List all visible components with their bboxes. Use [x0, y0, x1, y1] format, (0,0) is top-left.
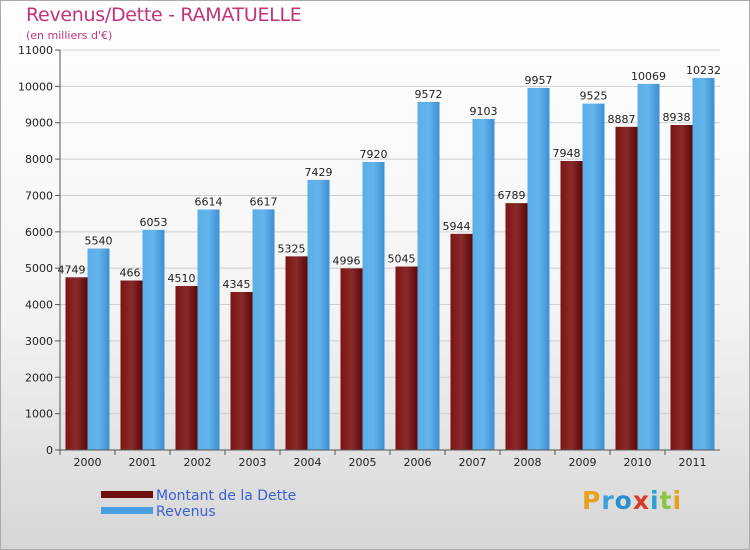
bar-debt	[395, 266, 418, 450]
bar-revenue	[417, 101, 440, 450]
y-tick-label: 1000	[25, 408, 53, 421]
y-tick-label: 9000	[25, 117, 53, 130]
bar-revenue	[87, 248, 110, 450]
data-label-revenue: 9957	[525, 74, 553, 87]
y-tick-label: 8000	[25, 153, 53, 166]
x-tick-label: 2009	[569, 456, 597, 469]
data-label-revenue: 9103	[470, 105, 498, 118]
bar-revenue	[307, 179, 330, 450]
bar-revenue	[252, 209, 275, 450]
data-label-revenue: 7429	[305, 166, 333, 179]
legend-swatch-debt	[101, 491, 153, 498]
data-label-debt: 7948	[553, 147, 581, 160]
bar-revenue	[362, 162, 385, 450]
data-label-debt: 6789	[498, 189, 526, 202]
bar-revenue	[692, 77, 715, 450]
data-label-revenue: 9572	[415, 88, 443, 101]
x-tick-label: 2002	[184, 456, 212, 469]
data-label-debt: 8938	[663, 111, 691, 124]
y-tick-label: 7000	[25, 189, 53, 202]
y-tick-label: 2000	[25, 371, 53, 384]
bar-debt	[175, 286, 198, 450]
data-label-revenue: 6053	[140, 216, 168, 229]
data-label-revenue: 6617	[250, 195, 278, 208]
y-tick-label: 6000	[25, 226, 53, 239]
data-label-revenue: 5540	[85, 235, 113, 248]
x-tick-label: 2010	[624, 456, 652, 469]
y-tick-label: 10000	[18, 80, 53, 93]
bar-debt	[340, 268, 363, 450]
data-label-revenue: 10069	[631, 70, 666, 83]
bar-revenue	[527, 87, 550, 450]
bar-revenue	[197, 209, 220, 450]
x-tick-label: 2008	[514, 456, 542, 469]
bar-revenue	[472, 118, 495, 451]
data-label-debt: 5944	[443, 220, 471, 233]
legend-swatch-revenue	[101, 507, 153, 514]
bar-debt	[560, 160, 583, 450]
data-label-debt: 466	[120, 267, 141, 280]
data-label-debt: 8887	[608, 113, 636, 126]
y-tick-label: 5000	[25, 262, 53, 275]
x-tick-label: 2006	[404, 456, 432, 469]
bar-debt	[505, 203, 528, 450]
data-label-revenue: 10232	[686, 64, 721, 77]
x-tick-label: 2000	[74, 456, 102, 469]
x-tick-label: 2001	[129, 456, 157, 469]
chart-title: Revenus/Dette - RAMATUELLE	[26, 4, 302, 26]
data-label-revenue: 9525	[580, 90, 608, 103]
data-label-debt: 4749	[58, 263, 86, 276]
data-label-revenue: 6614	[195, 195, 223, 208]
y-tick-label: 11000	[18, 44, 53, 57]
bar-revenue	[582, 103, 605, 451]
x-tick-label: 2011	[679, 456, 707, 469]
bar-debt	[120, 280, 143, 450]
x-tick-label: 2007	[459, 456, 487, 469]
y-tick-label: 4000	[25, 299, 53, 312]
data-label-debt: 4510	[168, 272, 196, 285]
x-tick-label: 2003	[239, 456, 267, 469]
bar-debt	[230, 292, 253, 450]
bar-revenue	[637, 83, 660, 450]
x-tick-label: 2004	[294, 456, 322, 469]
x-tick-label: 2005	[349, 456, 377, 469]
bar-debt	[65, 277, 88, 450]
legend-label-debt: Montant de la Dette	[156, 488, 297, 504]
legend-label-revenue: Revenus	[156, 504, 216, 520]
data-label-debt: 5325	[278, 242, 306, 255]
bar-debt	[615, 126, 638, 450]
chart-subtitle: (en milliers d'€)	[26, 29, 113, 42]
proxiti-logo: Proxiti	[582, 486, 683, 515]
y-tick-label: 0	[46, 444, 53, 457]
y-tick-label: 3000	[25, 335, 53, 348]
bar-debt	[450, 233, 473, 450]
bar-debt	[670, 124, 693, 451]
data-label-debt: 4996	[333, 254, 361, 267]
data-label-debt: 5045	[388, 253, 416, 266]
data-label-debt: 4345	[223, 278, 251, 291]
bar-debt	[285, 256, 308, 450]
bar-revenue	[142, 229, 165, 450]
data-label-revenue: 7920	[360, 148, 388, 161]
